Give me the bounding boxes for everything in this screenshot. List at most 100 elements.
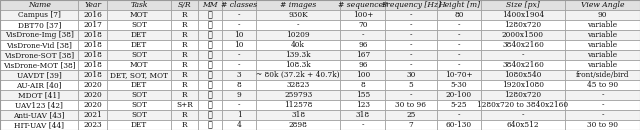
Bar — [256, 70, 340, 80]
Text: -: - — [297, 21, 300, 29]
Text: 259793: 259793 — [284, 91, 312, 99]
Bar — [436, 60, 481, 70]
Bar — [172, 10, 198, 20]
Text: UAVDT [39]: UAVDT [39] — [17, 71, 61, 79]
Text: -: - — [238, 21, 240, 29]
Bar — [436, 110, 481, 120]
Bar — [172, 20, 198, 30]
Bar — [340, 100, 385, 110]
Text: 90: 90 — [598, 11, 607, 19]
Text: View Angle: View Angle — [580, 1, 624, 9]
Bar — [256, 60, 340, 70]
Text: R: R — [182, 31, 188, 39]
Bar — [385, 50, 436, 60]
Text: 2018: 2018 — [83, 41, 102, 49]
Text: R: R — [182, 51, 188, 59]
Text: SOT: SOT — [131, 91, 147, 99]
Text: -: - — [458, 21, 460, 29]
Text: 3840x2160: 3840x2160 — [502, 41, 544, 49]
Bar — [340, 110, 385, 120]
Text: 2021: 2021 — [83, 111, 102, 119]
Text: 5-30: 5-30 — [451, 81, 467, 89]
Text: variable: variable — [588, 21, 618, 29]
Text: 930K: 930K — [289, 11, 308, 19]
Bar — [172, 120, 198, 130]
Text: R: R — [182, 71, 188, 79]
Bar — [222, 40, 256, 50]
Bar — [79, 120, 107, 130]
Text: 1080x540: 1080x540 — [504, 71, 541, 79]
Text: DBT70 [37]: DBT70 [37] — [17, 21, 61, 29]
Text: Anti-UAV [43]: Anti-UAV [43] — [13, 111, 65, 119]
Text: 10-70+: 10-70+ — [445, 71, 472, 79]
Bar — [107, 110, 172, 120]
Bar — [79, 60, 107, 70]
Text: MOT: MOT — [130, 61, 148, 69]
Text: -: - — [410, 21, 412, 29]
Bar — [481, 0, 565, 10]
Text: 640x512: 640x512 — [507, 121, 540, 129]
Text: -: - — [410, 91, 412, 99]
Text: 96: 96 — [358, 61, 367, 69]
Bar — [385, 10, 436, 20]
Bar — [0, 0, 79, 10]
Bar — [340, 70, 385, 80]
Text: -: - — [362, 121, 364, 129]
Text: 10209: 10209 — [287, 31, 310, 39]
Bar — [79, 80, 107, 90]
Bar — [79, 100, 107, 110]
Bar — [481, 10, 565, 20]
Text: 1280x720 to 3840x2160: 1280x720 to 3840x2160 — [477, 101, 568, 109]
Bar — [565, 50, 640, 60]
Text: 20-100: 20-100 — [445, 91, 472, 99]
Bar — [172, 90, 198, 100]
Bar — [565, 40, 640, 50]
Text: variable: variable — [588, 61, 618, 69]
Bar — [107, 40, 172, 50]
Text: VisDrone-Img [38]: VisDrone-Img [38] — [5, 31, 74, 39]
Bar — [385, 100, 436, 110]
Bar — [172, 70, 198, 80]
Text: R: R — [182, 21, 188, 29]
Bar — [340, 50, 385, 60]
Text: 2898: 2898 — [289, 121, 308, 129]
Text: ✗: ✗ — [208, 51, 212, 59]
Bar — [481, 30, 565, 40]
Text: ✗: ✗ — [208, 81, 212, 89]
Bar — [79, 110, 107, 120]
Bar — [436, 90, 481, 100]
Bar — [172, 100, 198, 110]
Text: 2018: 2018 — [83, 51, 102, 59]
Text: variable: variable — [588, 41, 618, 49]
Text: -: - — [458, 61, 460, 69]
Text: 2020: 2020 — [83, 91, 102, 99]
Text: variable: variable — [588, 51, 618, 59]
Bar — [385, 120, 436, 130]
Bar — [198, 70, 222, 80]
Text: 9: 9 — [237, 91, 241, 99]
Text: VisDrone-Vid [38]: VisDrone-Vid [38] — [6, 41, 72, 49]
Text: Height [m]: Height [m] — [438, 1, 480, 9]
Text: -: - — [458, 31, 460, 39]
Text: ✓: ✓ — [208, 121, 212, 129]
Bar — [256, 20, 340, 30]
Text: -: - — [602, 111, 604, 119]
Bar — [256, 50, 340, 60]
Bar — [198, 100, 222, 110]
Text: -: - — [458, 51, 460, 59]
Bar — [79, 0, 107, 10]
Bar — [256, 110, 340, 120]
Text: 108.3k: 108.3k — [285, 61, 311, 69]
Bar — [0, 50, 79, 60]
Bar — [172, 0, 198, 10]
Bar — [481, 110, 565, 120]
Text: 2018: 2018 — [83, 61, 102, 69]
Bar — [256, 120, 340, 130]
Bar — [79, 30, 107, 40]
Bar — [222, 60, 256, 70]
Text: 2018: 2018 — [83, 71, 102, 79]
Bar — [565, 60, 640, 70]
Bar — [385, 30, 436, 40]
Bar — [385, 70, 436, 80]
Bar — [198, 40, 222, 50]
